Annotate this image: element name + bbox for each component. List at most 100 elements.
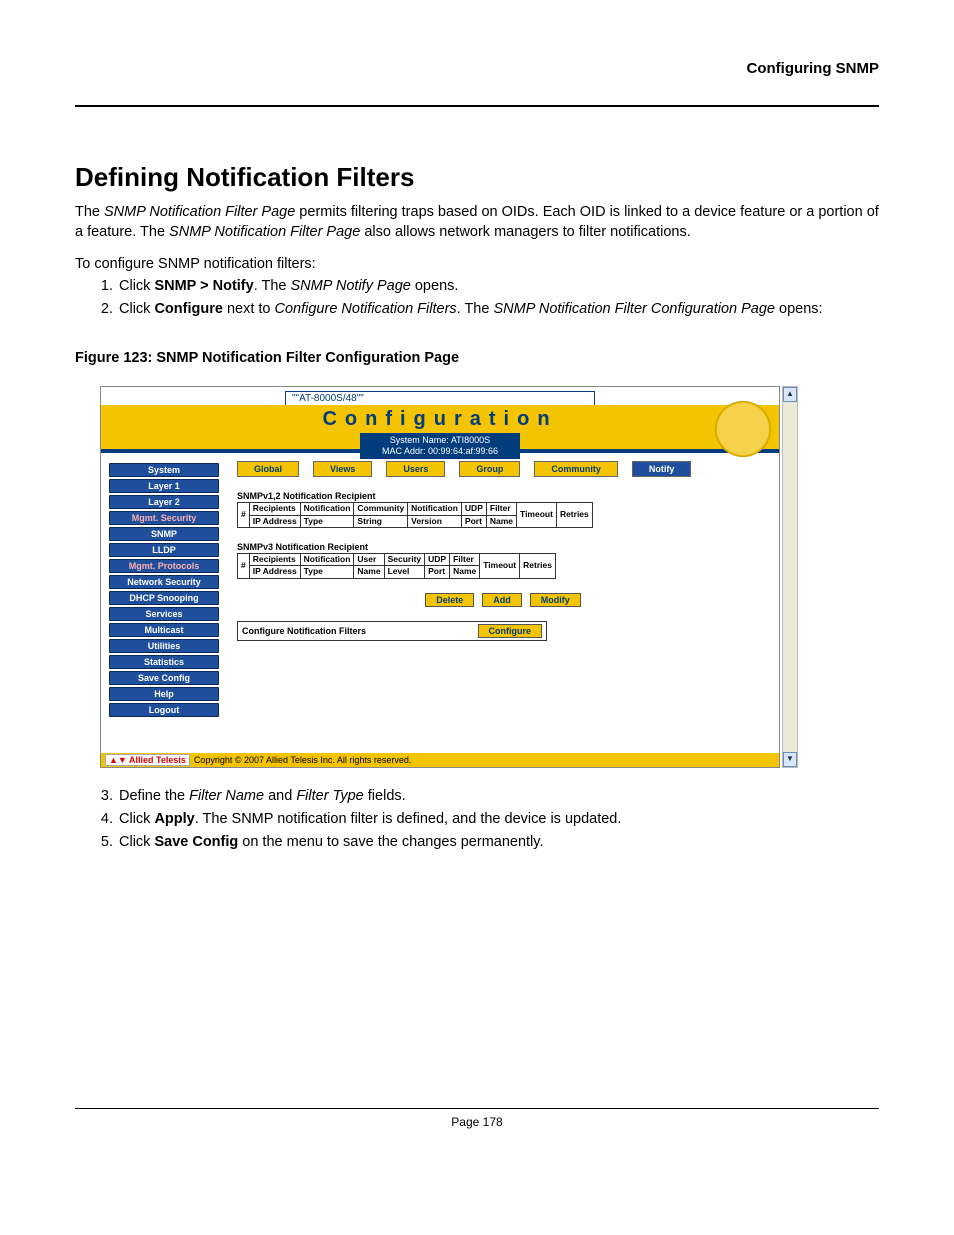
sidebar-item-mgmt-protocols[interactable]: Mgmt. Protocols bbox=[109, 559, 219, 573]
col: Type bbox=[300, 566, 354, 578]
col: UDP bbox=[461, 503, 486, 515]
steps-3-5: Define the Filter Name and Filter Type f… bbox=[75, 786, 879, 853]
figure-caption: Figure 123: SNMP Notification Filter Con… bbox=[75, 350, 879, 366]
col: Retries bbox=[520, 553, 556, 578]
col: IP Address bbox=[249, 515, 300, 527]
text: next to bbox=[223, 301, 275, 317]
table-snmpv3: # Recipients Notification User Security … bbox=[237, 553, 556, 579]
scroll-up-icon[interactable]: ▲ bbox=[783, 387, 797, 402]
tab-views[interactable]: Views bbox=[313, 461, 372, 477]
col-num: # bbox=[238, 553, 250, 578]
text-emph: SNMP Notification Filter Page bbox=[169, 224, 360, 240]
col: Timeout bbox=[517, 503, 557, 528]
col: User bbox=[354, 553, 384, 565]
col: Notification bbox=[408, 503, 462, 515]
configure-button[interactable]: Configure bbox=[478, 624, 543, 638]
text: Click bbox=[119, 811, 154, 827]
step-5: Click Save Config on the menu to save th… bbox=[117, 832, 879, 854]
col: IP Address bbox=[249, 566, 300, 578]
col: Filter bbox=[486, 503, 516, 515]
text-emph: SNMP Notification Filter Configuration P… bbox=[493, 301, 775, 317]
col: Retries bbox=[556, 503, 592, 528]
text: Click bbox=[119, 834, 154, 850]
text-bold: Save Config bbox=[154, 834, 238, 850]
scrollbar[interactable]: ▲ ▼ bbox=[782, 386, 798, 768]
tab-community[interactable]: Community bbox=[534, 461, 618, 477]
sidebar-item-layer-1[interactable]: Layer 1 bbox=[109, 479, 219, 493]
sidebar-item-save-config[interactable]: Save Config bbox=[109, 671, 219, 685]
delete-button[interactable]: Delete bbox=[425, 593, 474, 607]
header-band: Configuration System Name: ATI8000S MAC … bbox=[101, 405, 779, 449]
col: Recipients bbox=[249, 503, 300, 515]
sidebar-item-network-security[interactable]: Network Security bbox=[109, 575, 219, 589]
step-3: Define the Filter Name and Filter Type f… bbox=[117, 786, 879, 808]
tab-global[interactable]: Global bbox=[237, 461, 299, 477]
page-number: Page 178 bbox=[75, 1115, 879, 1129]
text: opens: bbox=[775, 301, 823, 317]
col: Name bbox=[450, 566, 480, 578]
tab-notify[interactable]: Notify bbox=[632, 461, 692, 477]
tab-users[interactable]: Users bbox=[386, 461, 445, 477]
col: Level bbox=[384, 566, 425, 578]
sidebar-item-utilities[interactable]: Utilities bbox=[109, 639, 219, 653]
sidebar-item-multicast[interactable]: Multicast bbox=[109, 623, 219, 637]
sidebar-item-statistics[interactable]: Statistics bbox=[109, 655, 219, 669]
col: Filter bbox=[450, 553, 480, 565]
header-title: Configuration bbox=[101, 405, 779, 433]
brand-text: Allied Telesis bbox=[129, 755, 186, 765]
text: . The SNMP notification filter is define… bbox=[195, 811, 622, 827]
sidebar-item-logout[interactable]: Logout bbox=[109, 703, 219, 717]
system-name: System Name: ATI8000S bbox=[390, 435, 490, 445]
text: opens. bbox=[411, 278, 459, 294]
text: . The bbox=[254, 278, 291, 294]
steps-1-2: Click SNMP > Notify. The SNMP Notify Pag… bbox=[75, 276, 879, 320]
text-bold: SNMP > Notify bbox=[154, 278, 253, 294]
col: Name bbox=[486, 515, 516, 527]
running-head: Configuring SNMP bbox=[75, 60, 879, 77]
sidebar-item-dhcp-snooping[interactable]: DHCP Snooping bbox=[109, 591, 219, 605]
col: Security bbox=[384, 553, 425, 565]
sidebar-item-lldp[interactable]: LLDP bbox=[109, 543, 219, 557]
sidebar-item-system[interactable]: System bbox=[109, 463, 219, 477]
step-4: Click Apply. The SNMP notification filte… bbox=[117, 809, 879, 831]
sidebar: System Layer 1 Layer 2 Mgmt. Security SNMP LL… bbox=[101, 453, 227, 753]
col: UDP bbox=[425, 553, 450, 565]
sidebar-item-snmp[interactable]: SNMP bbox=[109, 527, 219, 541]
col: Port bbox=[425, 566, 450, 578]
sidebar-item-mgmt-security[interactable]: Mgmt. Security bbox=[109, 511, 219, 525]
col-num: # bbox=[238, 503, 250, 528]
copyright: Copyright © 2007 Allied Telesis Inc. All… bbox=[194, 755, 412, 765]
sidebar-item-layer-2[interactable]: Layer 2 bbox=[109, 495, 219, 509]
text-bold: Configure bbox=[154, 301, 222, 317]
configure-filters-label: Configure Notification Filters bbox=[242, 626, 366, 636]
footer-bar: ▲▼ Allied Telesis Copyright © 2007 Allie… bbox=[101, 753, 779, 767]
table1-title: SNMPv1,2 Notification Recipient bbox=[237, 491, 769, 501]
text: Click bbox=[119, 278, 154, 294]
modify-button[interactable]: Modify bbox=[530, 593, 581, 607]
col: Notification bbox=[300, 503, 354, 515]
col: Timeout bbox=[480, 553, 520, 578]
scroll-down-icon[interactable]: ▼ bbox=[783, 752, 797, 767]
add-button[interactable]: Add bbox=[482, 593, 522, 607]
page-title: Defining Notification Filters bbox=[75, 162, 879, 193]
col: Version bbox=[408, 515, 462, 527]
seal-icon bbox=[715, 401, 771, 457]
brand-logo: ▲▼ Allied Telesis bbox=[105, 754, 190, 766]
step-2: Click Configure next to Configure Notifi… bbox=[117, 299, 879, 320]
col: Notification bbox=[300, 553, 354, 565]
col: String bbox=[354, 515, 408, 527]
tab-bar: Global Views Users Group Community Notify bbox=[237, 461, 769, 477]
sidebar-item-services[interactable]: Services bbox=[109, 607, 219, 621]
col: Community bbox=[354, 503, 408, 515]
sidebar-item-help[interactable]: Help bbox=[109, 687, 219, 701]
text-emph: Configure Notification Filters bbox=[275, 301, 457, 317]
intro-paragraph: The SNMP Notification Filter Page permit… bbox=[75, 203, 879, 242]
text: Define the bbox=[119, 788, 189, 804]
figure-screenshot: ""AT-8000S/48"" Configuration System Nam… bbox=[100, 386, 780, 768]
tab-group[interactable]: Group bbox=[459, 461, 520, 477]
col: Port bbox=[461, 515, 486, 527]
text-bold: Apply bbox=[154, 811, 194, 827]
button-row: Delete Add Modify bbox=[237, 593, 769, 607]
head-rule bbox=[75, 105, 879, 107]
step-1: Click SNMP > Notify. The SNMP Notify Pag… bbox=[117, 276, 879, 297]
